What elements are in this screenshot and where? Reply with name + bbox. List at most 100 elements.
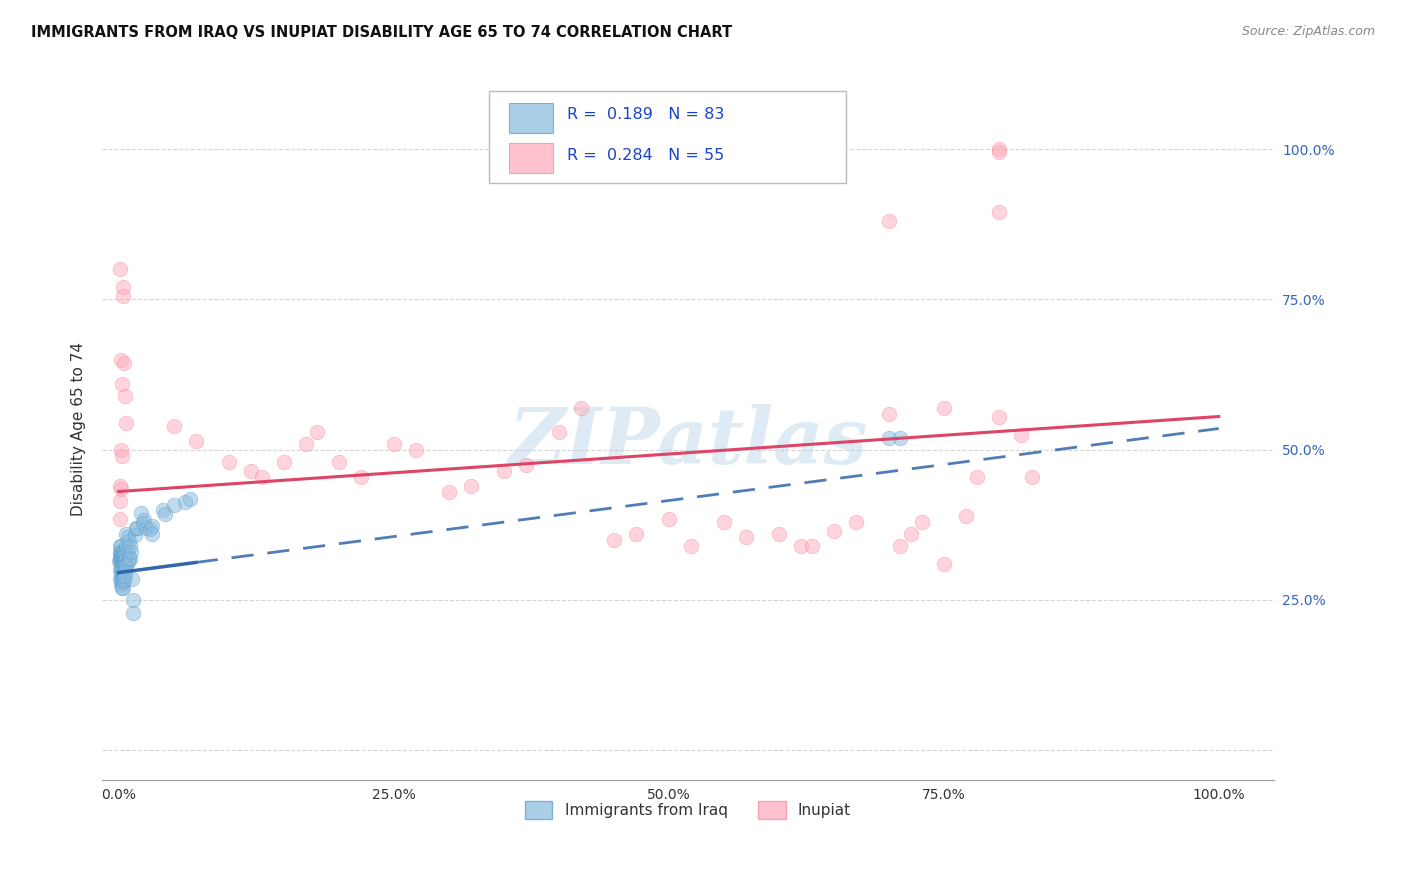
Point xyxy=(163,418,186,433)
Point xyxy=(111,563,134,577)
FancyBboxPatch shape xyxy=(509,143,554,172)
Point xyxy=(1021,469,1043,483)
Point xyxy=(823,524,845,538)
Point xyxy=(115,526,138,541)
Text: Source: ZipAtlas.com: Source: ZipAtlas.com xyxy=(1241,25,1375,38)
Point xyxy=(108,478,131,492)
Point xyxy=(125,520,148,534)
Point xyxy=(112,574,135,588)
Point xyxy=(877,430,900,444)
Y-axis label: Disability Age 65 to 74: Disability Age 65 to 74 xyxy=(72,342,86,516)
Point xyxy=(273,454,295,468)
Point xyxy=(110,352,132,367)
Point xyxy=(877,407,900,421)
Point xyxy=(127,520,149,534)
Point xyxy=(932,401,955,415)
Point xyxy=(112,280,135,294)
Point xyxy=(110,482,132,496)
Point xyxy=(132,513,155,527)
Point xyxy=(110,442,132,457)
Point xyxy=(350,469,373,483)
FancyBboxPatch shape xyxy=(489,92,846,183)
Point xyxy=(790,539,813,553)
Point xyxy=(112,574,135,589)
Point xyxy=(141,519,163,533)
Point xyxy=(932,557,955,571)
Point xyxy=(603,533,626,547)
Point xyxy=(305,425,328,439)
Point xyxy=(115,550,138,565)
Point xyxy=(114,558,136,572)
Point xyxy=(492,464,515,478)
Point xyxy=(108,572,131,586)
Point xyxy=(108,563,131,577)
Point xyxy=(889,430,911,444)
FancyBboxPatch shape xyxy=(509,103,554,133)
Point xyxy=(900,526,922,541)
Point xyxy=(108,553,131,567)
Point xyxy=(955,508,977,523)
Point xyxy=(111,548,134,562)
Point xyxy=(114,564,136,578)
Point xyxy=(115,539,138,553)
Point xyxy=(112,570,135,584)
Point xyxy=(110,544,132,558)
Point xyxy=(112,289,135,303)
Point xyxy=(111,574,134,589)
Point xyxy=(110,550,132,565)
Point xyxy=(382,436,405,450)
Point xyxy=(112,566,135,580)
Point xyxy=(138,522,160,536)
Point xyxy=(111,449,134,463)
Point xyxy=(112,568,135,582)
Point xyxy=(108,548,131,562)
Point xyxy=(117,530,139,544)
Point xyxy=(112,555,135,569)
Text: R =  0.284   N = 55: R = 0.284 N = 55 xyxy=(568,148,724,163)
Point xyxy=(115,558,138,572)
Point xyxy=(129,506,152,520)
Point xyxy=(115,416,138,430)
Point xyxy=(111,550,134,565)
Point xyxy=(110,544,132,558)
Point xyxy=(114,548,136,562)
Point xyxy=(515,458,537,472)
Point xyxy=(117,544,139,558)
Point xyxy=(108,493,131,508)
Legend: Immigrants from Iraq, Inupiat: Immigrants from Iraq, Inupiat xyxy=(519,795,858,824)
Point xyxy=(108,511,131,525)
Point xyxy=(218,454,240,468)
Point xyxy=(118,539,141,553)
Point xyxy=(547,425,569,439)
Point xyxy=(110,553,132,567)
Point xyxy=(239,464,262,478)
Point xyxy=(120,544,142,558)
Point xyxy=(117,555,139,569)
Text: IMMIGRANTS FROM IRAQ VS INUPIAT DISABILITY AGE 65 TO 74 CORRELATION CHART: IMMIGRANTS FROM IRAQ VS INUPIAT DISABILI… xyxy=(31,25,733,40)
Point xyxy=(111,544,134,558)
Point xyxy=(250,469,273,483)
Point xyxy=(460,478,482,492)
Point xyxy=(768,526,790,541)
Point xyxy=(112,548,135,562)
Point xyxy=(112,551,135,566)
Point xyxy=(1010,427,1032,442)
Text: ZIPatlas: ZIPatlas xyxy=(509,404,868,481)
Point xyxy=(987,205,1010,219)
Point xyxy=(294,436,316,450)
Text: R =  0.189   N = 83: R = 0.189 N = 83 xyxy=(568,107,724,122)
Point xyxy=(437,484,460,499)
Point xyxy=(122,592,145,607)
Point xyxy=(108,262,131,277)
Point xyxy=(987,145,1010,160)
Point xyxy=(110,559,132,574)
Point xyxy=(118,551,141,566)
Point xyxy=(152,502,174,516)
Point xyxy=(112,549,135,564)
Point xyxy=(112,581,135,595)
Point xyxy=(110,539,132,553)
Point xyxy=(121,572,143,586)
Point xyxy=(163,498,186,512)
Point xyxy=(173,495,195,509)
Point xyxy=(108,553,131,567)
